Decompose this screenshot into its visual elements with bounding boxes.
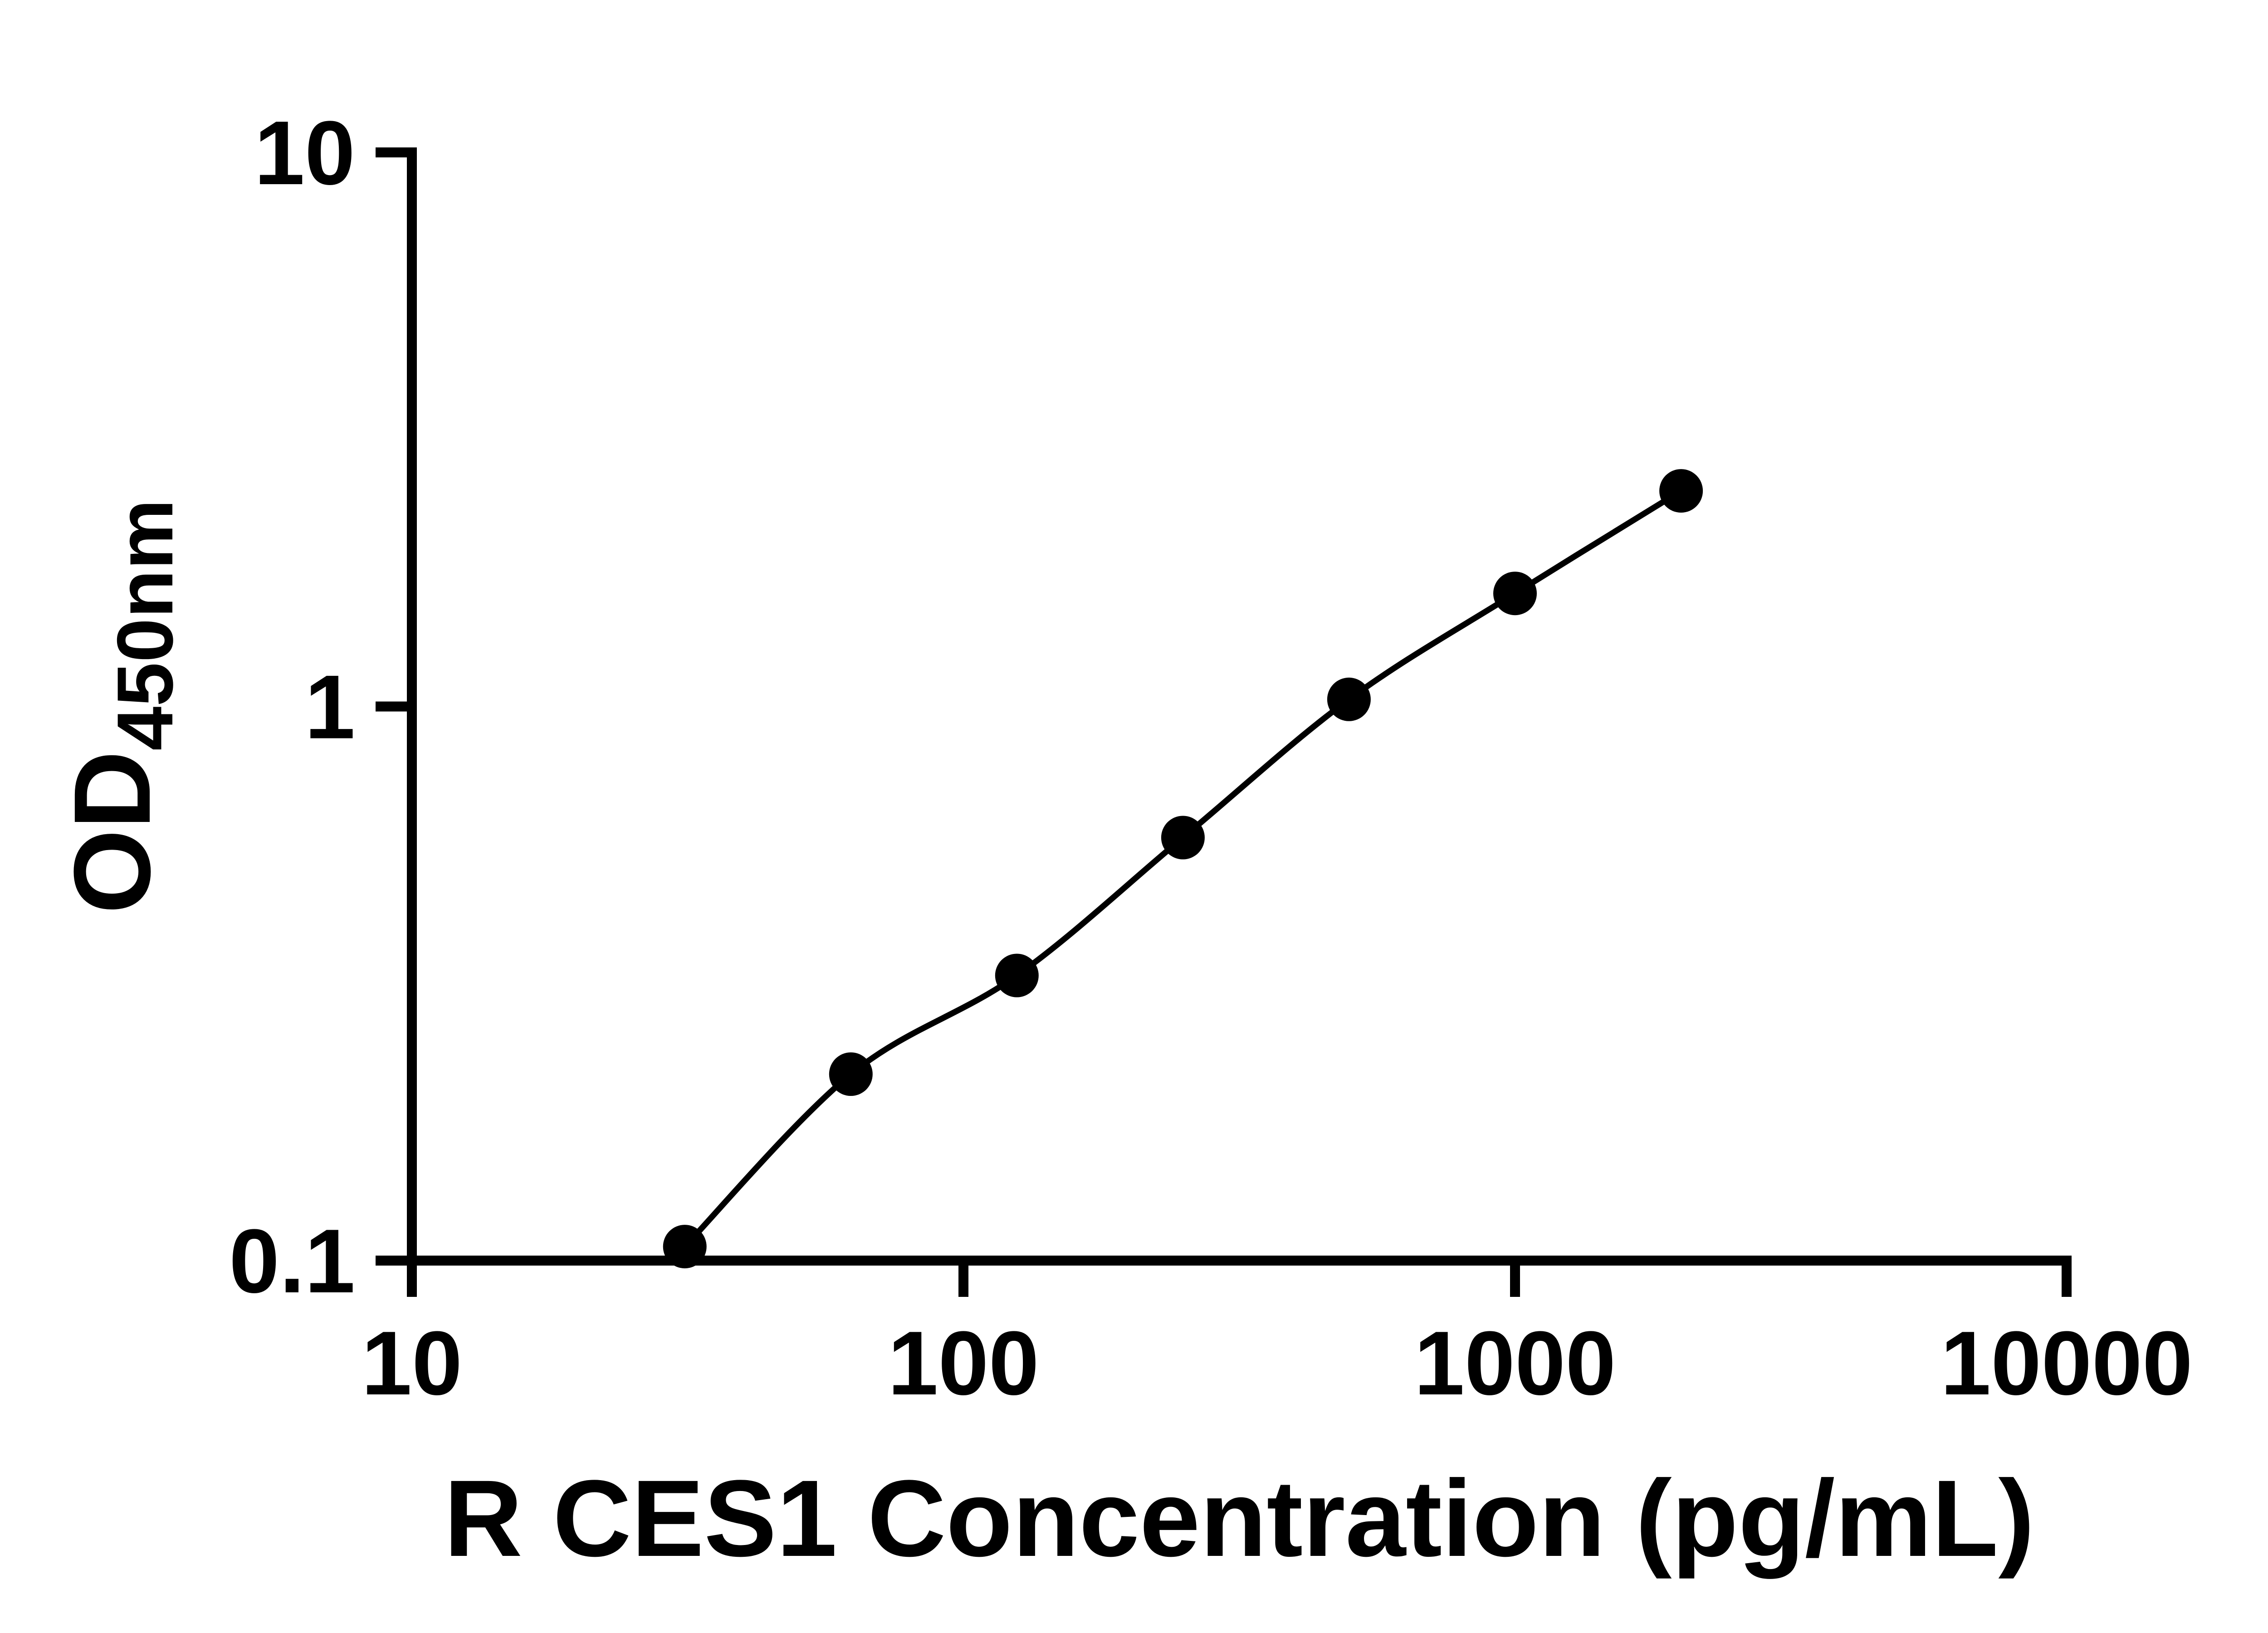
y-tick-label: 0.1 [229, 1211, 355, 1312]
data-point [1493, 572, 1537, 616]
data-point [1161, 816, 1205, 860]
x-axis-title: R CES1 Concentration (pg/mL) [444, 1457, 2035, 1579]
x-tick-label: 100 [888, 1313, 1039, 1414]
data-point [1327, 677, 1371, 721]
x-tick-label: 10000 [1941, 1313, 2193, 1414]
data-point [663, 1225, 707, 1269]
y-axis-title: OD450nm [51, 499, 190, 914]
y-axis-title-subscript: 450nm [101, 499, 190, 750]
y-tick-label: 1 [305, 657, 355, 758]
x-tick-label: 10 [362, 1313, 462, 1414]
data-point [1659, 469, 1703, 513]
y-tick-label: 10 [254, 103, 355, 204]
data-point [829, 1052, 873, 1096]
data-point [995, 953, 1039, 997]
y-axis-title-main: OD [51, 751, 173, 914]
x-tick-label: 1000 [1414, 1313, 1616, 1414]
